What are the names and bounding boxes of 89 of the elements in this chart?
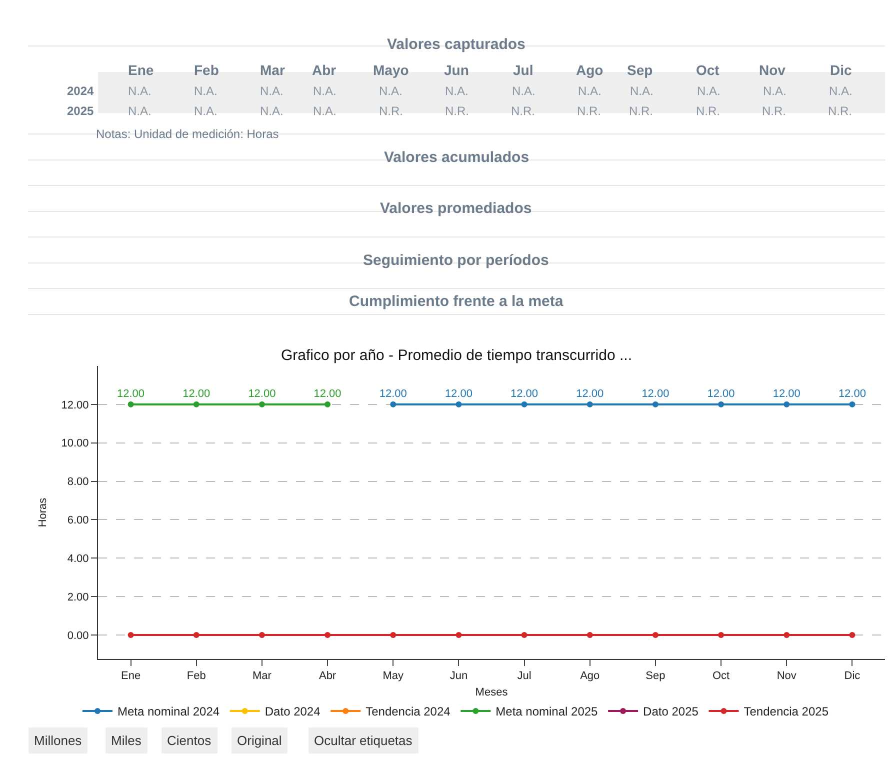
category-label: Jul	[513, 62, 534, 78]
y-axis-title: Horas	[36, 497, 49, 528]
text: Ocultar etiquetas	[314, 733, 413, 748]
text: N.A.	[630, 84, 654, 98]
x-tick-label: Feb	[186, 670, 206, 682]
text: N.R.	[577, 104, 601, 118]
data-label: 12.00	[838, 388, 866, 400]
text: N.A.	[260, 84, 284, 98]
data-label: 12.00	[642, 388, 670, 400]
text: N.R.	[629, 104, 653, 118]
legend-label: Tendencia 2025	[744, 704, 829, 719]
x-tick-label: Oct	[712, 670, 730, 682]
category-label: Feb	[194, 62, 219, 78]
x-tick-label: Nov	[776, 670, 797, 682]
data-label: 12.00	[314, 388, 342, 400]
y-tick-label: 8.00	[67, 476, 89, 488]
x-axis-title: Meses	[475, 686, 508, 698]
category-label: Mayo	[373, 62, 409, 78]
text: N.A.	[313, 84, 336, 98]
text: Miles	[111, 733, 142, 748]
x-tick-label: Ene	[121, 670, 141, 682]
text: Valores promediados	[380, 200, 532, 217]
text: N.A.	[697, 84, 720, 98]
data-label: 12.00	[510, 388, 538, 400]
text: N.A.	[763, 84, 786, 98]
legend-label: Meta nominal 2025	[496, 704, 598, 719]
data-label: 12.00	[117, 388, 145, 400]
text: N.R.	[511, 104, 535, 118]
text: N.R.	[379, 104, 403, 118]
y-tick-label: 0.00	[67, 630, 89, 642]
y-tick-label: 4.00	[67, 552, 89, 565]
text: N.A.	[829, 84, 852, 98]
text: N.A.	[260, 104, 284, 118]
text: N.A.	[512, 84, 536, 98]
category-label: Sep	[627, 62, 653, 78]
legend-label: Tendencia 2024	[366, 704, 451, 719]
x-tick-label: Mar	[252, 670, 272, 682]
data-label: 12.00	[707, 388, 735, 400]
text: Millones	[34, 733, 82, 748]
legend-label: Dato 2025	[643, 704, 699, 719]
y-tick-label: 10.00	[61, 438, 89, 450]
category-label: Mar	[260, 62, 286, 78]
text: N.A.	[128, 104, 152, 118]
text: N.A.	[445, 84, 468, 98]
x-tick-label: Jun	[450, 670, 468, 682]
x-tick-label: Ago	[580, 670, 600, 682]
text: N.A.	[194, 84, 218, 98]
text: N.R.	[445, 104, 469, 118]
text: N.A.	[578, 84, 602, 98]
category-label: 2025	[67, 104, 94, 118]
category-label: Oct	[696, 62, 720, 78]
x-tick-label: Dic	[844, 670, 861, 682]
category-label: Nov	[759, 62, 786, 78]
text: N.A.	[128, 84, 152, 98]
data-label: 12.00	[444, 388, 472, 400]
text: Valores acumulados	[384, 149, 530, 166]
category-label: Dic	[830, 62, 852, 78]
data-label: 12.00	[576, 388, 604, 400]
text: Valores capturados	[387, 36, 526, 53]
chart-title: Grafico por año - Promedio de tiempo transcurrido ...	[281, 347, 632, 364]
text: Original	[237, 733, 282, 748]
x-tick-label: May	[382, 670, 404, 682]
category-label: 2024	[67, 84, 94, 98]
x-tick-label: Abr	[318, 670, 336, 682]
category-label: Ene	[128, 62, 154, 78]
legend-label: Meta nominal 2024	[118, 704, 220, 719]
text: N.A.	[313, 104, 336, 118]
category-label: Ago	[576, 62, 604, 78]
text: N.R.	[762, 104, 786, 118]
x-tick-label: Jul	[517, 670, 532, 682]
text: Seguimiento por períodos	[363, 252, 549, 269]
y-tick-label: 12.00	[61, 399, 89, 412]
text: Cumplimiento frente a la meta	[349, 293, 564, 310]
y-tick-label: 2.00	[67, 591, 89, 604]
text: N.R.	[696, 104, 720, 118]
text: Cientos	[167, 733, 212, 748]
data-label: 12.00	[182, 388, 210, 400]
data-label: 12.00	[772, 388, 800, 400]
x-tick-label: Sep	[646, 670, 666, 682]
text: N.A.	[194, 104, 218, 118]
data-label: 12.00	[379, 388, 407, 400]
text: N.R.	[828, 104, 852, 118]
legend-label: Dato 2024	[264, 704, 321, 719]
text: N.A.	[379, 84, 402, 98]
category-label: Jun	[444, 62, 469, 78]
category-label: Abr	[312, 62, 337, 78]
data-label: 12.00	[248, 388, 276, 400]
text: Notas: Unidad de medición: Horas	[96, 127, 279, 141]
y-tick-label: 6.00	[67, 514, 89, 527]
